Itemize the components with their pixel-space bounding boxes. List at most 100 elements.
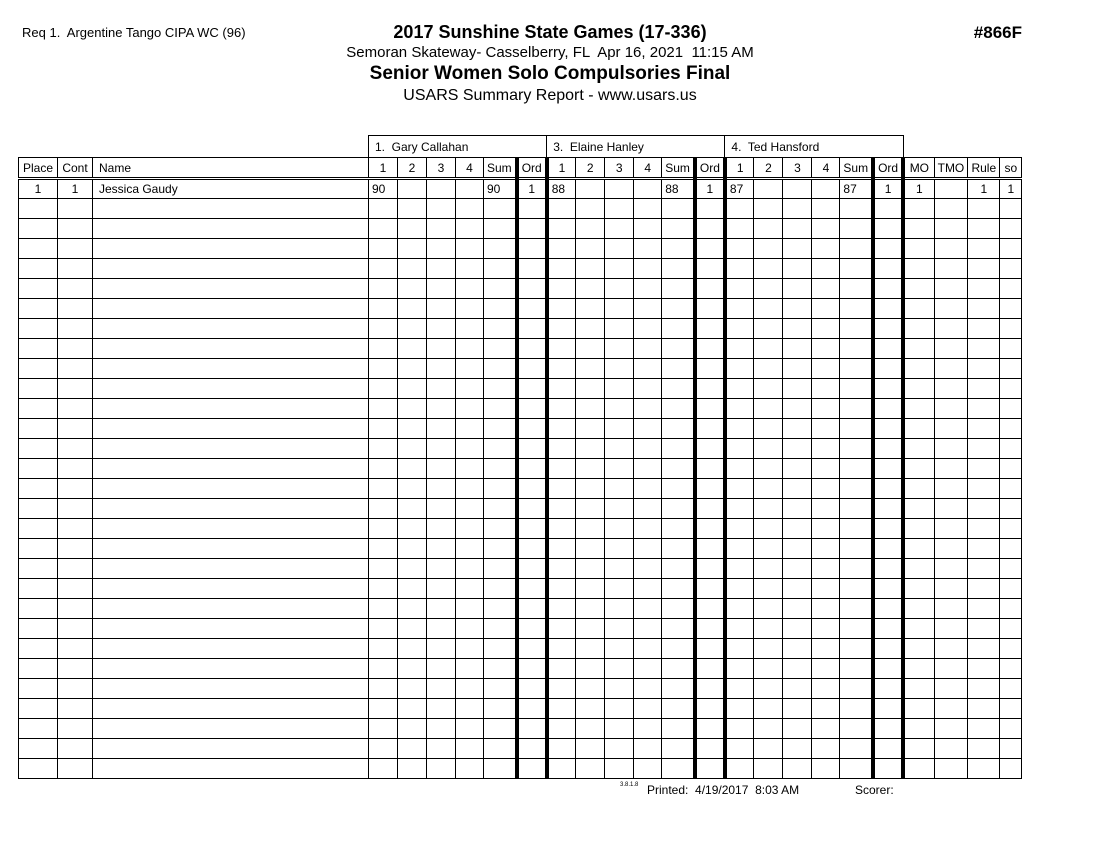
empty-cell (933, 418, 969, 439)
empty-cell (999, 198, 1023, 219)
empty-cell (967, 678, 1001, 699)
empty-cell (633, 498, 663, 519)
cell-skater-name: Jessica Gaudy (92, 178, 369, 199)
empty-cell (92, 518, 369, 539)
empty-cell (782, 678, 813, 699)
empty-cell (902, 678, 935, 699)
empty-cell (514, 698, 549, 719)
empty-cell (546, 298, 577, 319)
empty-cell (604, 278, 635, 299)
empty-cell (661, 658, 696, 679)
empty-cell (368, 658, 398, 679)
empty-cell (426, 618, 456, 639)
empty-cell (933, 358, 969, 379)
empty-cell (546, 498, 577, 519)
empty-cell (692, 698, 727, 719)
empty-cell (692, 338, 727, 359)
empty-cell (92, 338, 369, 359)
empty-cell (397, 338, 427, 359)
empty-cell (546, 658, 577, 679)
empty-cell (999, 498, 1023, 519)
empty-cell (839, 438, 874, 459)
empty-row (18, 618, 1023, 639)
empty-cell (871, 678, 906, 699)
empty-cell (18, 558, 58, 579)
empty-cell (782, 618, 813, 639)
empty-cell (604, 258, 635, 279)
cell-j2-ord: 1 (692, 178, 727, 199)
empty-cell (692, 318, 727, 339)
empty-cell (902, 418, 935, 439)
empty-cell (57, 418, 93, 439)
empty-cell (753, 658, 784, 679)
empty-cell (999, 658, 1023, 679)
empty-cell (92, 218, 369, 239)
empty-cell (455, 258, 484, 279)
empty-cell (482, 458, 518, 479)
empty-cell (871, 298, 906, 319)
empty-cell (724, 658, 755, 679)
empty-row (18, 578, 1023, 599)
empty-cell (724, 258, 755, 279)
empty-cell (633, 738, 663, 759)
empty-cell (692, 418, 727, 439)
empty-cell (782, 578, 813, 599)
empty-cell (692, 558, 727, 579)
empty-cell (92, 238, 369, 259)
empty-cell (368, 638, 398, 659)
empty-cell (633, 238, 663, 259)
empty-row (18, 278, 1023, 299)
cell-j3-score3 (782, 178, 813, 199)
empty-cell (575, 378, 606, 399)
empty-cell (811, 758, 841, 779)
empty-cell (92, 678, 369, 699)
empty-cell (933, 578, 969, 599)
empty-cell (692, 578, 727, 599)
empty-cell (999, 578, 1023, 599)
empty-cell (871, 378, 906, 399)
empty-cell (92, 738, 369, 759)
empty-cell (839, 478, 874, 499)
empty-cell (368, 278, 398, 299)
empty-cell (661, 758, 696, 779)
empty-cell (692, 458, 727, 479)
empty-cell (397, 418, 427, 439)
judge-row-right-filler (903, 136, 1022, 158)
empty-cell (633, 758, 663, 779)
empty-cell (575, 218, 606, 239)
empty-cell (967, 318, 1001, 339)
empty-cell (455, 698, 484, 719)
empty-cell (633, 558, 663, 579)
cell-rule: 1 (967, 178, 1001, 199)
empty-cell (999, 698, 1023, 719)
empty-cell (839, 718, 874, 739)
empty-cell (811, 658, 841, 679)
empty-cell (692, 658, 727, 679)
empty-cell (18, 418, 58, 439)
empty-cell (426, 458, 456, 479)
empty-cell (18, 278, 58, 299)
empty-cell (575, 658, 606, 679)
empty-cell (871, 218, 906, 239)
empty-cell (724, 318, 755, 339)
empty-cell (57, 738, 93, 759)
empty-cell (546, 238, 577, 259)
header-j3-trial3: 3 (782, 157, 813, 180)
empty-cell (753, 758, 784, 779)
empty-cell (514, 758, 549, 779)
empty-cell (811, 638, 841, 659)
empty-cell (604, 698, 635, 719)
empty-cell (753, 558, 784, 579)
empty-cell (782, 418, 813, 439)
empty-cell (782, 278, 813, 299)
requirement-label: Req 1. Argentine Tango CIPA WC (96) (22, 25, 246, 40)
empty-cell (633, 338, 663, 359)
empty-cell (455, 718, 484, 739)
empty-cell (999, 518, 1023, 539)
empty-cell (57, 518, 93, 539)
cell-j1-score3 (426, 178, 456, 199)
empty-cell (575, 598, 606, 619)
empty-cell (724, 278, 755, 299)
empty-cell (57, 478, 93, 499)
empty-cell (839, 418, 874, 439)
